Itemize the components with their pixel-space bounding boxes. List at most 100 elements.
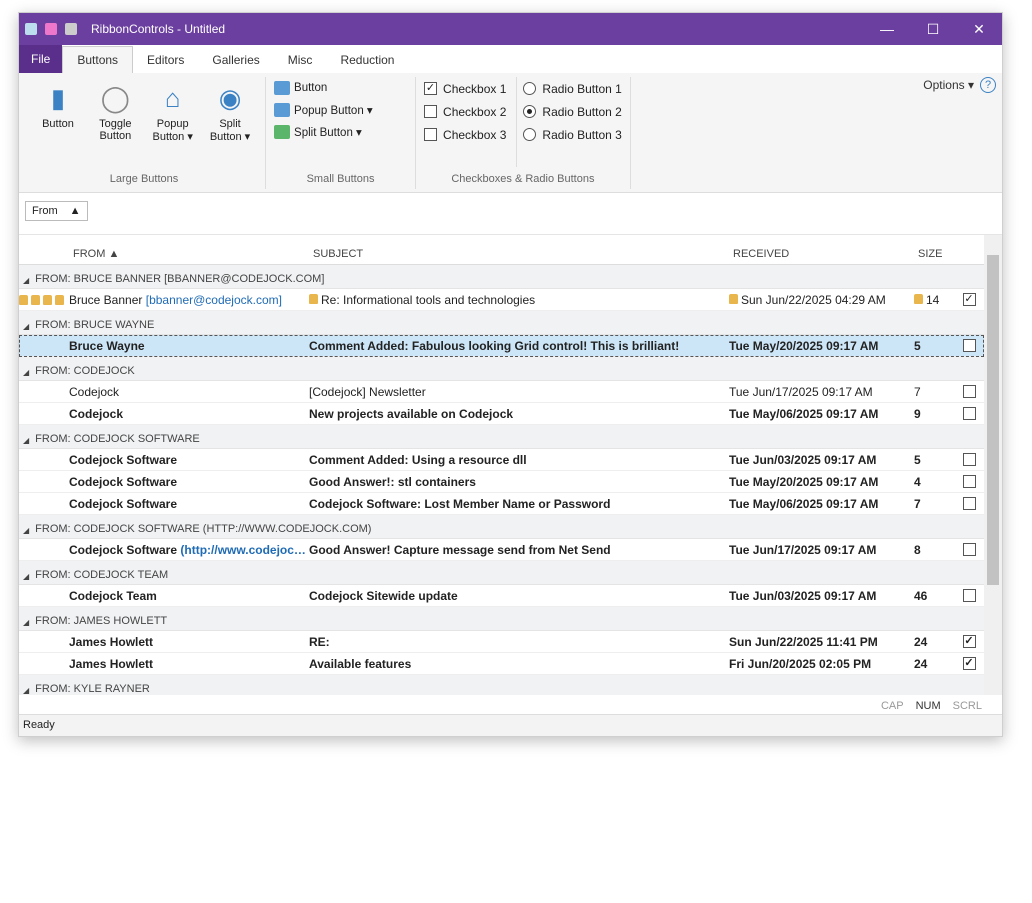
- large-button[interactable]: ▮ Button: [31, 77, 85, 131]
- flag-checkbox[interactable]: [962, 453, 976, 466]
- collapse-icon[interactable]: ◢: [23, 572, 30, 581]
- tab-buttons[interactable]: Buttons: [62, 46, 134, 73]
- from-name: Codejock Software: [69, 542, 178, 557]
- header-from[interactable]: FROM ▲: [73, 248, 120, 260]
- group-label: FROM: BRUCE WAYNE: [35, 319, 155, 331]
- group-by-from[interactable]: From ▲: [25, 201, 88, 221]
- received-text: Tue May/06/2025 09:17 AM: [729, 496, 879, 511]
- flag-checkbox[interactable]: [962, 385, 976, 398]
- options-label[interactable]: Options ▾: [923, 78, 974, 92]
- checkbox-2[interactable]: Checkbox 2: [424, 100, 506, 123]
- checkbox-1[interactable]: ✓ Checkbox 1: [424, 81, 507, 96]
- num-indicator: NUM: [915, 700, 941, 712]
- collapse-icon[interactable]: ◢: [23, 526, 30, 535]
- received-cell: Tue Jun/17/2025 09:17 AM: [729, 385, 914, 399]
- radio-3[interactable]: Radio Button 3: [523, 123, 622, 146]
- collapse-icon[interactable]: ◢: [23, 436, 30, 445]
- subject-text: Available features: [309, 656, 412, 671]
- app-icon: [25, 23, 37, 35]
- email-link[interactable]: [bbanner@codejock.com]: [145, 292, 282, 307]
- minimize-button[interactable]: —: [880, 21, 894, 37]
- group-header[interactable]: ◢ FROM: KYLE RAYNER: [19, 675, 984, 695]
- cap-indicator: CAP: [880, 700, 904, 712]
- flag-checkbox[interactable]: [962, 407, 976, 420]
- table-row[interactable]: James Howlett Available features Fri Jun…: [19, 653, 984, 675]
- table-row[interactable]: Codejock New projects available on Codej…: [19, 403, 984, 425]
- toggle-button[interactable]: ◯ Toggle Button: [88, 77, 142, 143]
- subject-cell: Good Answer! Capture message send from N…: [309, 543, 729, 557]
- table-row[interactable]: Codejock Software Comment Added: Using a…: [19, 449, 984, 471]
- label: Popup Button ▾: [294, 105, 373, 117]
- maximize-button[interactable]: ☐: [926, 20, 940, 37]
- received-cell: Sun Jun/22/2025 11:41 PM: [729, 635, 914, 649]
- label: Toggle Button: [99, 118, 132, 142]
- table-row[interactable]: Codejock Software Codejock Software: Los…: [19, 493, 984, 515]
- collapse-icon[interactable]: ◢: [23, 322, 30, 331]
- table-row[interactable]: Codejock Software (http://www.codejoc… G…: [19, 539, 984, 561]
- group-header[interactable]: ◢ FROM: BRUCE WAYNE: [19, 311, 984, 335]
- flag-checkbox[interactable]: [962, 475, 976, 488]
- vertical-scrollbar[interactable]: [984, 235, 1002, 695]
- tab-file[interactable]: File: [19, 45, 63, 73]
- size-text: 24: [914, 656, 928, 671]
- collapse-icon[interactable]: ◢: [23, 276, 30, 285]
- table-row[interactable]: Bruce Banner [bbanner@codejock.com] Re: …: [19, 289, 984, 311]
- size-cell: 24: [914, 657, 954, 671]
- radio-1[interactable]: Radio Button 1: [523, 77, 622, 100]
- from-cell: Codejock Team: [69, 589, 309, 603]
- label: Split Button ▾: [294, 127, 362, 139]
- group-header[interactable]: ◢ FROM: CODEJOCK TEAM: [19, 561, 984, 585]
- split-button[interactable]: ◉ Split Button ▾: [203, 77, 257, 144]
- size-text: 5: [914, 338, 921, 353]
- received-text: Tue Jun/03/2025 09:17 AM: [729, 452, 877, 467]
- eye-icon: ◉: [218, 82, 242, 113]
- size-cell: 46: [914, 589, 954, 603]
- popup-button[interactable]: ⌂ Popup Button ▾: [146, 77, 200, 144]
- group-header[interactable]: ◢ FROM: CODEJOCK SOFTWARE (HTTP://WWW.COD…: [19, 515, 984, 539]
- save-icon[interactable]: [45, 23, 57, 35]
- table-row[interactable]: Codejock Software Good Answer!: stl cont…: [19, 471, 984, 493]
- group-header[interactable]: ◢ FROM: CODEJOCK: [19, 357, 984, 381]
- collapse-icon[interactable]: ◢: [23, 368, 30, 377]
- flag-checkbox[interactable]: [962, 339, 976, 352]
- header-subject[interactable]: SUBJECT: [313, 248, 364, 260]
- flag-checkbox[interactable]: [962, 589, 976, 602]
- collapse-icon[interactable]: ◢: [23, 618, 30, 627]
- checkbox-3[interactable]: Checkbox 3: [424, 123, 506, 146]
- scroll-thumb[interactable]: [987, 255, 999, 585]
- tab-reduction[interactable]: Reduction: [340, 53, 395, 67]
- subject-text: Codejock Software: Lost Member Name or P…: [309, 496, 611, 511]
- radio-2[interactable]: Radio Button 2: [523, 100, 622, 123]
- subject-text: Re: Informational tools and technologies: [321, 292, 536, 307]
- group-header[interactable]: ◢ FROM: BRUCE BANNER [BBANNER@CODEJOCK.CO…: [19, 265, 984, 289]
- table-row[interactable]: James Howlett RE: Sun Jun/22/2025 11:41 …: [19, 631, 984, 653]
- flag-checkbox[interactable]: ✓: [962, 657, 976, 670]
- lock-icon: [729, 293, 738, 304]
- email-link[interactable]: (http://www.codejoc…: [180, 542, 306, 557]
- table-row[interactable]: Codejock Team Codejock Sitewide update T…: [19, 585, 984, 607]
- tab-galleries[interactable]: Galleries: [212, 53, 260, 67]
- subject-text: New projects available on Codejock: [309, 406, 514, 421]
- small-split-button[interactable]: Split Button ▾: [274, 121, 407, 143]
- small-button[interactable]: Button: [274, 77, 407, 99]
- flag-checkbox[interactable]: ✓: [962, 293, 976, 306]
- flag-checkbox[interactable]: [962, 497, 976, 510]
- group-header[interactable]: ◢ FROM: JAMES HOWLETT: [19, 607, 984, 631]
- flag-checkbox[interactable]: [962, 543, 976, 556]
- options-menu[interactable]: Options ▾?: [923, 77, 996, 93]
- help-icon[interactable]: ?: [980, 77, 996, 93]
- print-icon[interactable]: [65, 23, 77, 35]
- small-popup-button[interactable]: Popup Button ▾: [274, 99, 407, 121]
- close-button[interactable]: ✕: [973, 20, 985, 37]
- table-row[interactable]: Bruce Wayne Comment Added: Fabulous look…: [19, 335, 984, 357]
- table-row[interactable]: Codejock [Codejock] Newsletter Tue Jun/1…: [19, 381, 984, 403]
- header-received[interactable]: RECEIVED: [733, 248, 790, 260]
- group-header[interactable]: ◢ FROM: CODEJOCK SOFTWARE: [19, 425, 984, 449]
- tab-misc[interactable]: Misc: [287, 53, 313, 67]
- group-label: Checkboxes & Radio Buttons: [451, 173, 595, 185]
- collapse-icon[interactable]: ◢: [23, 686, 30, 695]
- message-grid: ◢ FROM: BRUCE BANNER [BBANNER@CODEJOCK.CO…: [19, 265, 984, 695]
- flag-checkbox[interactable]: ✓: [962, 635, 976, 648]
- tab-editors[interactable]: Editors: [147, 53, 185, 67]
- header-size[interactable]: SIZE: [918, 248, 943, 260]
